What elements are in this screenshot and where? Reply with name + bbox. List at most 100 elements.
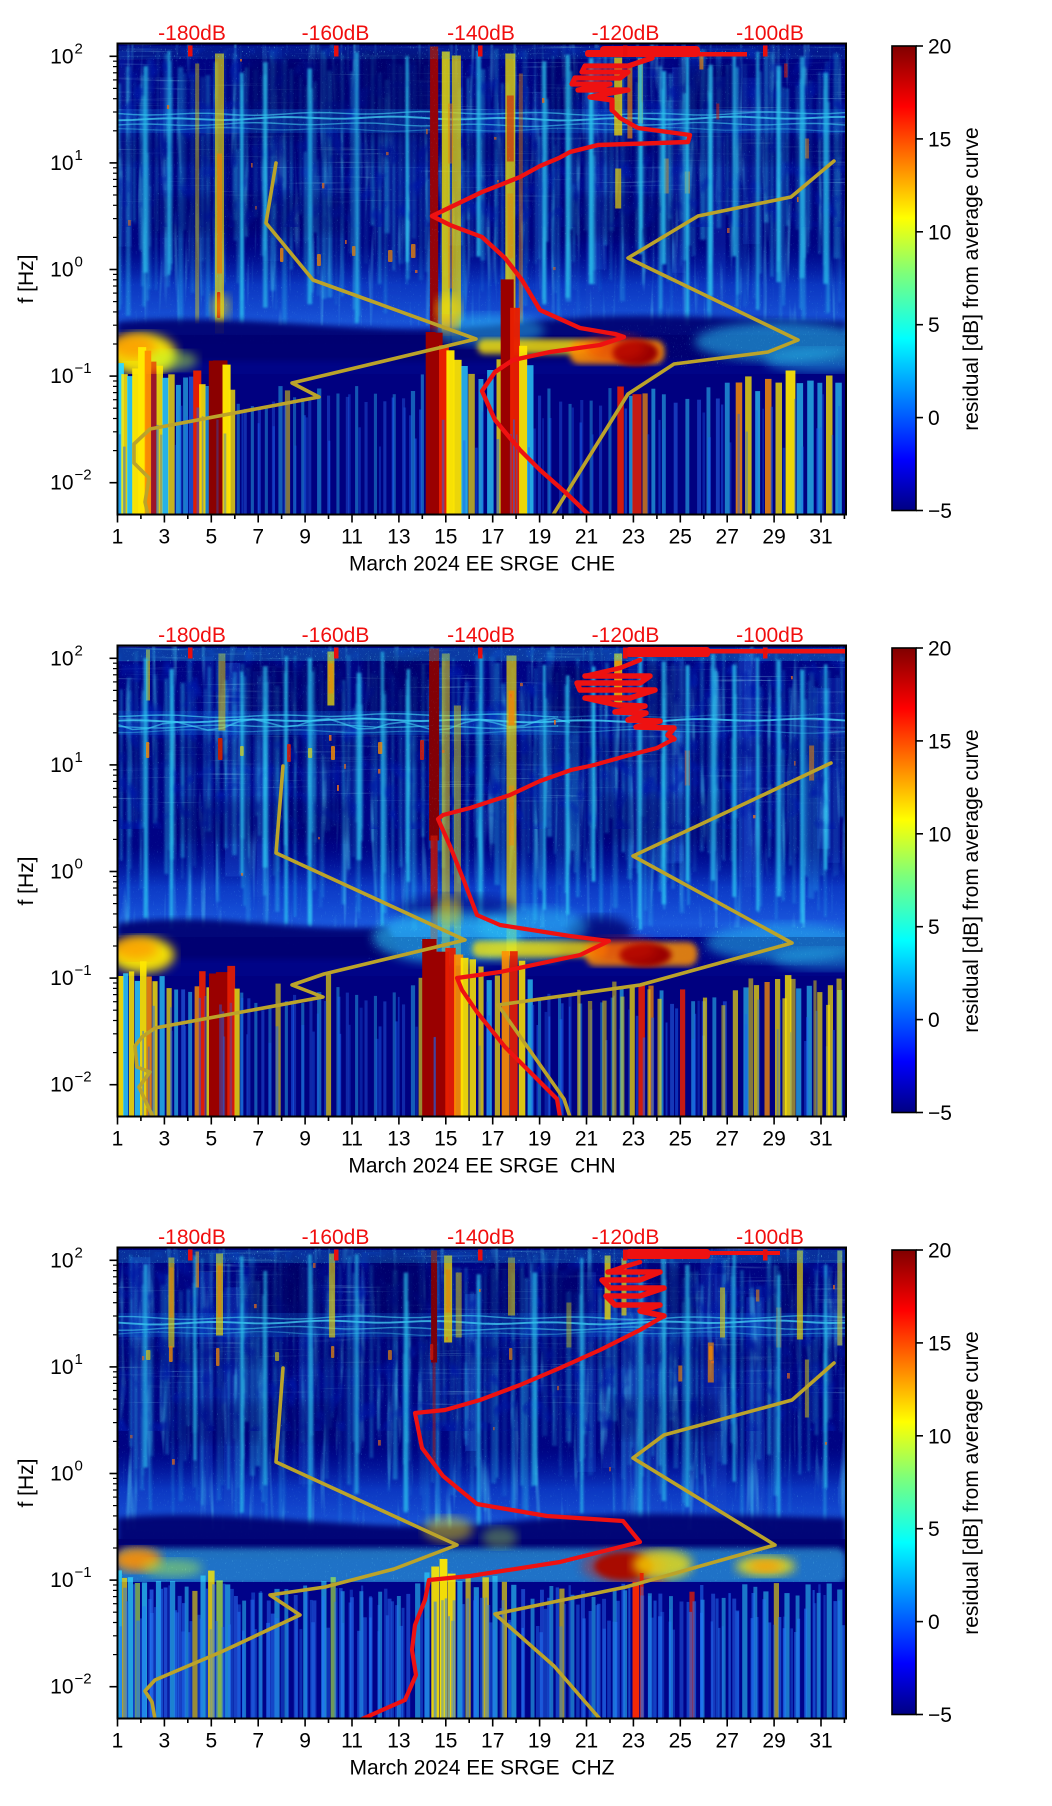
svg-text:1: 1 — [75, 147, 83, 164]
svg-text:-120dB: -120dB — [592, 624, 660, 647]
svg-text:9: 9 — [299, 1730, 311, 1753]
svg-text:-180dB: -180dB — [158, 22, 226, 45]
svg-text:19: 19 — [528, 1128, 551, 1151]
svg-text:20: 20 — [928, 1240, 951, 1263]
svg-text:31: 31 — [809, 1128, 832, 1151]
svg-text:residual [dB] from average cur: residual [dB] from average curve — [960, 729, 983, 1032]
svg-text:23: 23 — [622, 526, 645, 549]
svg-text:5: 5 — [928, 1518, 940, 1541]
svg-text:3: 3 — [159, 1730, 171, 1753]
svg-text:-100dB: -100dB — [736, 624, 804, 647]
svg-text:17: 17 — [481, 1128, 504, 1151]
svg-text:-160dB: -160dB — [302, 624, 370, 647]
svg-text:10: 10 — [50, 1676, 73, 1699]
svg-text:10: 10 — [928, 1425, 951, 1448]
svg-text:1: 1 — [75, 1351, 83, 1368]
svg-text:15: 15 — [928, 1332, 951, 1355]
svg-text:5: 5 — [205, 1128, 217, 1151]
svg-text:0: 0 — [928, 1009, 940, 1032]
svg-text:10: 10 — [50, 967, 73, 990]
svg-text:March 2024 EE SRGE CHZ: March 2024 EE SRGE CHZ — [350, 1757, 615, 1780]
svg-text:10: 10 — [928, 823, 951, 846]
svg-text:0: 0 — [75, 856, 83, 873]
svg-text:1: 1 — [112, 1128, 124, 1151]
svg-text:1: 1 — [112, 526, 124, 549]
svg-text:0: 0 — [928, 1611, 940, 1634]
svg-text:residual [dB] from average cur: residual [dB] from average curve — [960, 127, 983, 430]
svg-text:23: 23 — [622, 1128, 645, 1151]
svg-text:10: 10 — [928, 221, 951, 244]
svg-text:21: 21 — [575, 1730, 598, 1753]
svg-text:0: 0 — [75, 254, 83, 271]
svg-text:5: 5 — [928, 916, 940, 939]
svg-text:-180dB: -180dB — [158, 624, 226, 647]
svg-text:5: 5 — [205, 1730, 217, 1753]
svg-text:f [Hz]: f [Hz] — [15, 254, 38, 303]
svg-text:-120dB: -120dB — [592, 22, 660, 45]
svg-text:23: 23 — [622, 1730, 645, 1753]
svg-text:21: 21 — [575, 1128, 598, 1151]
svg-text:10: 10 — [50, 259, 73, 282]
svg-text:10: 10 — [50, 1356, 73, 1379]
svg-text:-100dB: -100dB — [736, 22, 804, 45]
svg-text:19: 19 — [528, 1730, 551, 1753]
svg-text:-180dB: -180dB — [158, 1226, 226, 1249]
svg-text:-120dB: -120dB — [592, 1226, 660, 1249]
svg-text:7: 7 — [252, 526, 264, 549]
svg-text:15: 15 — [434, 526, 457, 549]
svg-text:9: 9 — [299, 1128, 311, 1151]
svg-text:5: 5 — [205, 526, 217, 549]
svg-text:15: 15 — [434, 1730, 457, 1753]
svg-text:21: 21 — [575, 526, 598, 549]
svg-text:7: 7 — [252, 1730, 264, 1753]
svg-text:10: 10 — [50, 152, 73, 175]
svg-text:−5: −5 — [928, 500, 952, 523]
svg-text:10: 10 — [50, 1463, 73, 1486]
svg-text:25: 25 — [669, 1128, 692, 1151]
svg-text:5: 5 — [928, 314, 940, 337]
svg-text:9: 9 — [299, 526, 311, 549]
svg-text:27: 27 — [716, 1730, 739, 1753]
svg-text:13: 13 — [387, 1128, 410, 1151]
svg-text:13: 13 — [387, 526, 410, 549]
svg-text:1: 1 — [75, 749, 83, 766]
svg-text:2: 2 — [75, 642, 83, 659]
svg-text:March 2024 EE SRGE CHE: March 2024 EE SRGE CHE — [349, 553, 615, 576]
svg-text:31: 31 — [809, 526, 832, 549]
svg-text:f [Hz]: f [Hz] — [15, 856, 38, 905]
svg-text:10: 10 — [50, 1074, 73, 1097]
svg-text:19: 19 — [528, 526, 551, 549]
svg-text:31: 31 — [809, 1730, 832, 1753]
svg-text:10: 10 — [50, 754, 73, 777]
svg-text:29: 29 — [762, 526, 785, 549]
svg-text:−2: −2 — [75, 1671, 92, 1688]
svg-text:20: 20 — [928, 36, 951, 59]
svg-text:2: 2 — [75, 40, 83, 57]
svg-text:15: 15 — [434, 1128, 457, 1151]
svg-text:29: 29 — [762, 1730, 785, 1753]
svg-text:−2: −2 — [75, 1069, 92, 1086]
svg-text:March 2024 EE SRGE CHN: March 2024 EE SRGE CHN — [348, 1155, 615, 1178]
svg-text:-140dB: -140dB — [447, 624, 515, 647]
svg-text:−5: −5 — [928, 1102, 952, 1125]
svg-text:17: 17 — [481, 1730, 504, 1753]
svg-text:-100dB: -100dB — [736, 1226, 804, 1249]
svg-text:-160dB: -160dB — [302, 22, 370, 45]
svg-text:−2: −2 — [75, 467, 92, 484]
svg-text:29: 29 — [762, 1128, 785, 1151]
svg-text:7: 7 — [252, 1128, 264, 1151]
svg-text:11: 11 — [341, 1730, 363, 1753]
svg-text:10: 10 — [50, 1249, 73, 1272]
svg-text:1: 1 — [112, 1730, 124, 1753]
svg-text:−1: −1 — [75, 962, 92, 979]
svg-text:−1: −1 — [75, 360, 92, 377]
svg-text:27: 27 — [716, 526, 739, 549]
svg-text:13: 13 — [387, 1730, 410, 1753]
svg-text:0: 0 — [75, 1458, 83, 1475]
svg-text:0: 0 — [928, 407, 940, 430]
svg-text:25: 25 — [669, 526, 692, 549]
svg-text:10: 10 — [50, 45, 73, 68]
svg-text:2: 2 — [75, 1244, 83, 1261]
svg-text:10: 10 — [50, 1569, 73, 1592]
svg-text:-140dB: -140dB — [447, 1226, 515, 1249]
